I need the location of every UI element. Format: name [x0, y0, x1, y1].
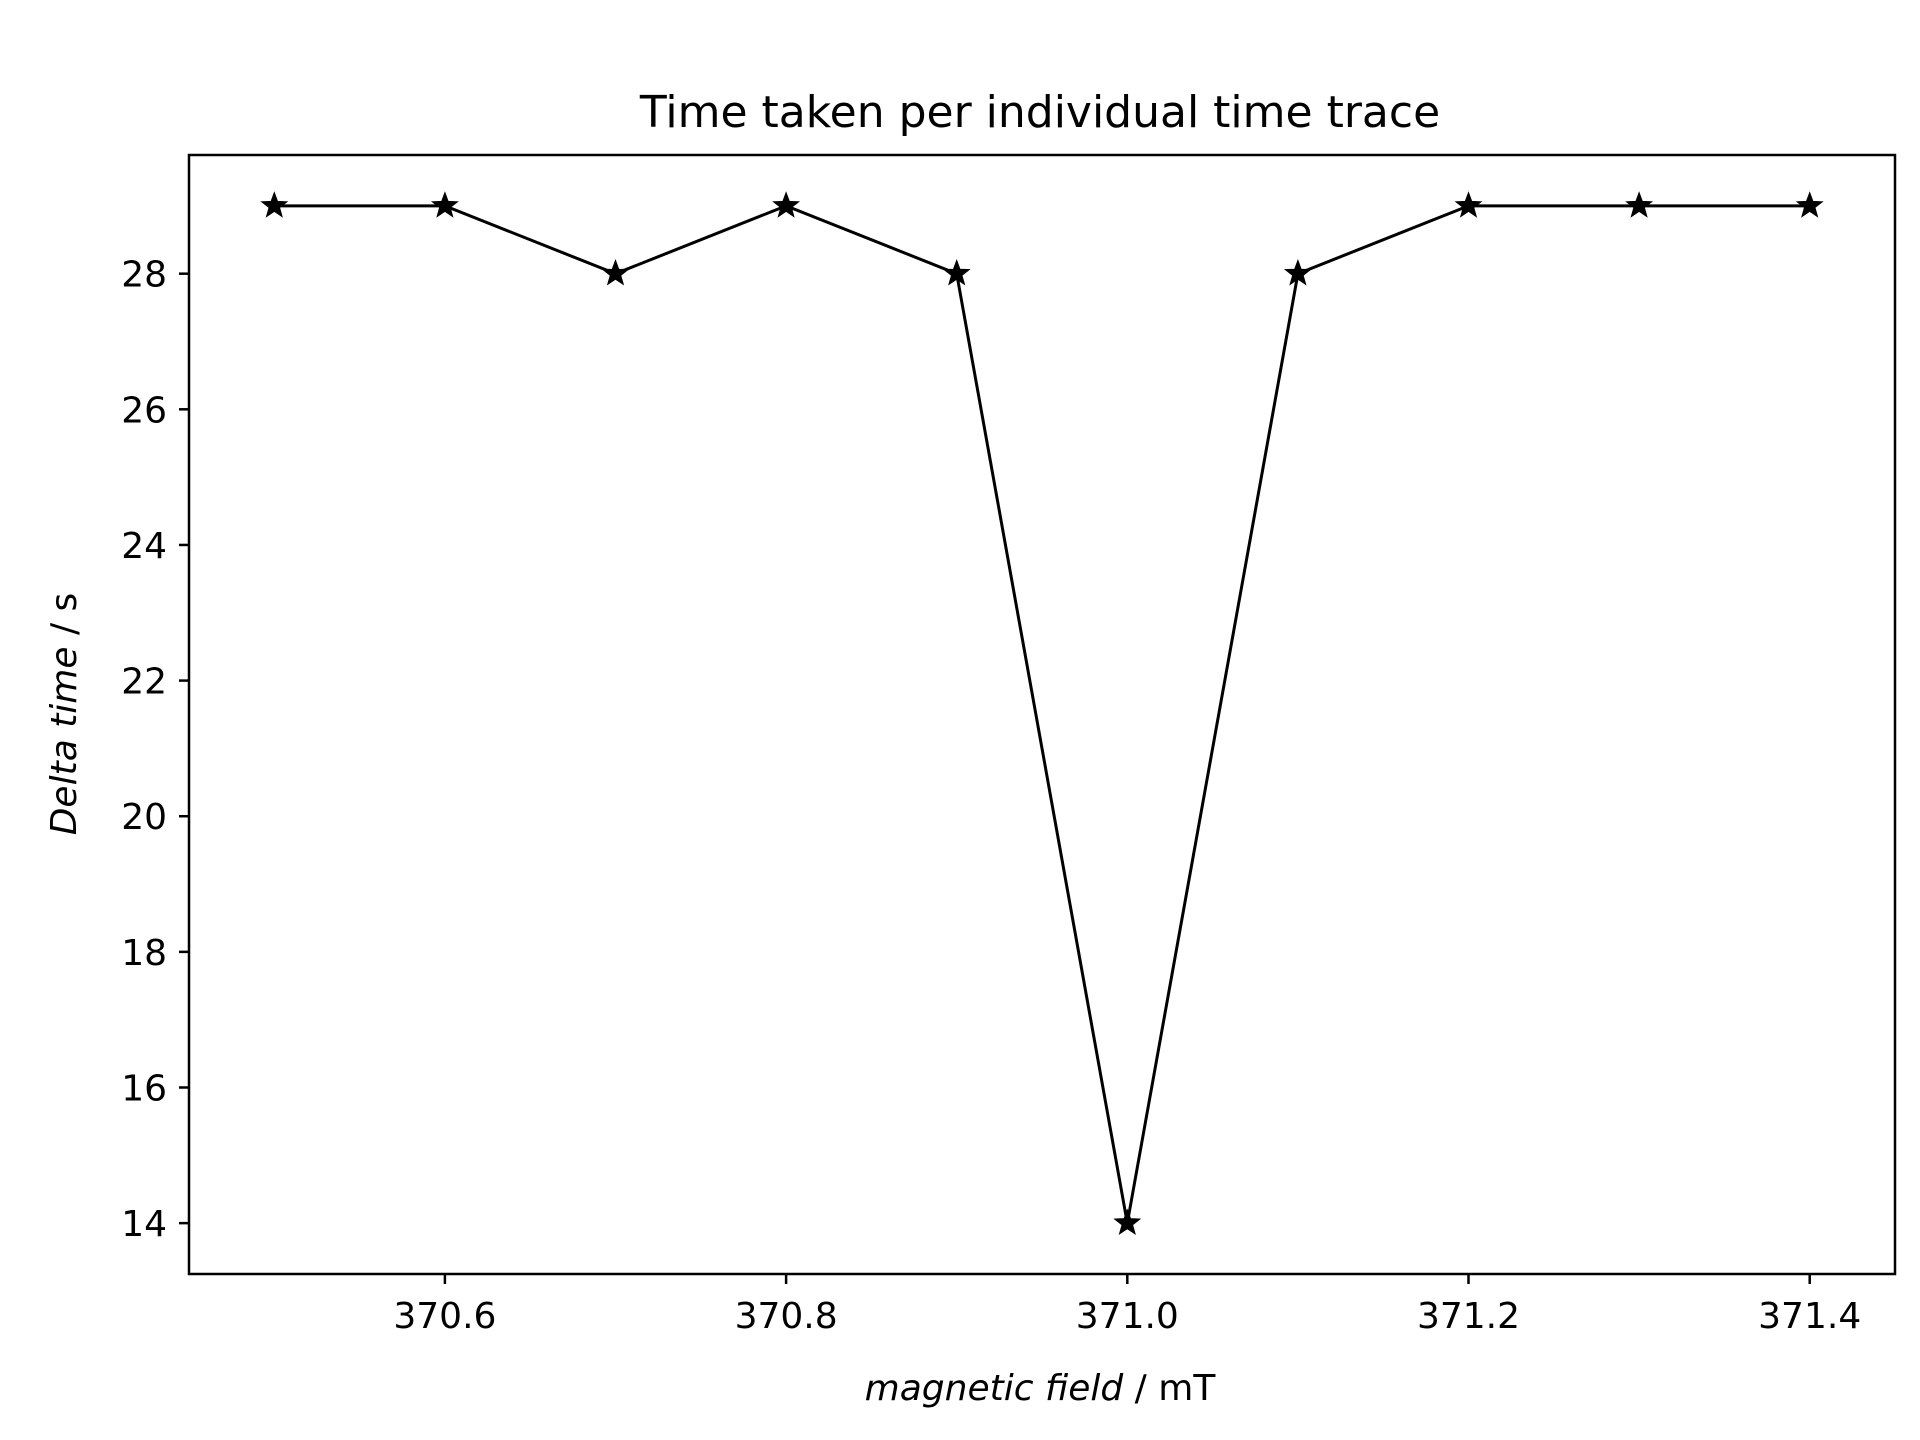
y-tick-label: 24	[121, 526, 167, 567]
y-tick-label: 20	[121, 797, 167, 838]
x-tick-label: 371.2	[1417, 1296, 1520, 1337]
data-point-star-icon	[1454, 191, 1483, 218]
x-tick-label: 371.4	[1758, 1296, 1861, 1337]
x-axis-label: magnetic field / mT	[865, 1368, 1217, 1409]
axes-frame	[187, 153, 1897, 1276]
data-point-star-icon	[1795, 191, 1824, 218]
chart-title: Time taken per individual time trace	[639, 87, 1440, 138]
y-axis-label: Delta time / s	[44, 593, 85, 836]
data-point-star-icon	[430, 191, 459, 218]
x-tick-label: 370.6	[393, 1296, 496, 1337]
data-point-star-icon	[942, 259, 971, 286]
x-tick-label: 370.8	[735, 1296, 838, 1337]
plot-area	[260, 191, 1824, 1236]
data-point-star-icon	[1625, 191, 1654, 218]
data-point-star-icon	[601, 259, 630, 286]
x-axis: 370.6 370.8 371.0 371.2 371.4	[393, 1274, 1861, 1337]
data-point-star-icon	[1113, 1208, 1142, 1236]
y-tick-label: 16	[121, 1069, 167, 1110]
data-point-star-icon	[1283, 259, 1312, 286]
x-tick-label: 371.0	[1076, 1296, 1179, 1337]
x-axis-label-unit: / mT	[1123, 1368, 1216, 1409]
y-axis-label-unit: / s	[44, 593, 85, 647]
series-line	[274, 204, 1810, 1224]
y-tick-label: 26	[121, 390, 167, 431]
y-tick-label: 28	[121, 255, 167, 296]
y-tick-label: 14	[121, 1204, 167, 1245]
y-tick-label: 22	[121, 662, 167, 703]
y-axis: 14 16 18 20 22 24 26 28	[121, 255, 189, 1245]
data-point-star-icon	[260, 191, 289, 218]
y-tick-label: 18	[121, 933, 167, 974]
data-point-star-icon	[772, 191, 801, 218]
y-axis-label-quantity: Delta time	[44, 646, 85, 835]
x-axis-label-quantity: magnetic field	[865, 1368, 1125, 1409]
